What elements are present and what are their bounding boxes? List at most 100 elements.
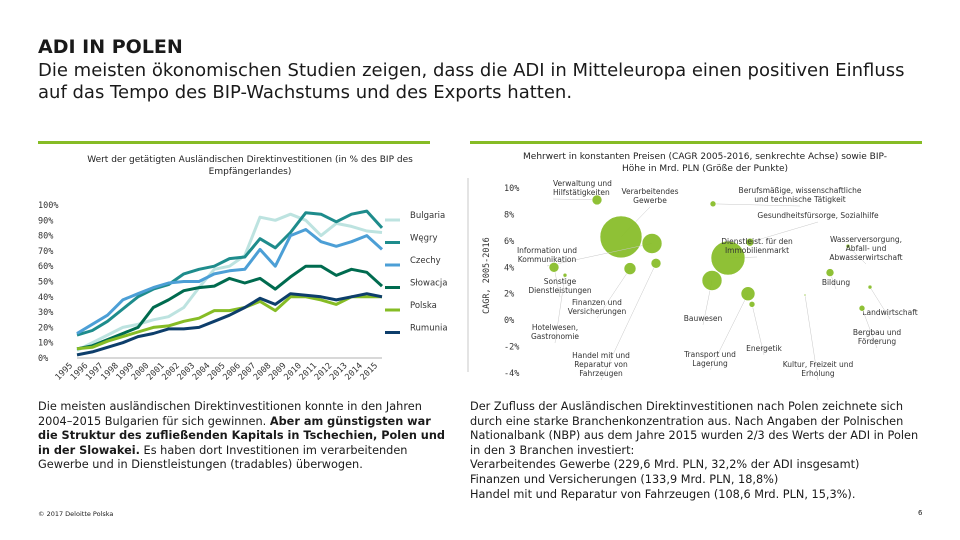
- bubble-gesundheitsfursorge-sozialhilfe: [745, 237, 755, 247]
- bubble-label-line: Reparatur von: [574, 360, 628, 369]
- leader-energetik: [751, 304, 765, 356]
- page-number: 6: [918, 509, 923, 517]
- leader-information-und-kommunikation: [546, 243, 653, 267]
- page-title: ADI IN POLEN: [38, 36, 183, 58]
- y-tick-label: 40%: [38, 293, 53, 303]
- series-line-slowacja: [76, 264, 384, 351]
- legend-label-slowacja: Słowacja: [410, 279, 447, 289]
- leader-handel-mit-und-reparatur-von-fahrzeugen: [600, 263, 657, 381]
- bubble-label-line: Bergbau und: [853, 328, 901, 337]
- bubble-label-bergbau-und-forderung: Bergbau und Förderung: [853, 328, 901, 346]
- right-paragraph-item-2: Finanzen und Versicherungen (133,9 Mrd. …: [470, 472, 779, 486]
- bubble-label-line: Handel mit und: [572, 351, 630, 360]
- separator-left: [38, 141, 430, 144]
- bubble-label-line: Förderung: [858, 337, 897, 346]
- bubble-label-line: Abfall- und: [846, 244, 887, 253]
- leader-gesundheitsfursorge-sozialhilfe: [749, 221, 819, 243]
- bubble-label-line: Bauwesen: [684, 314, 723, 323]
- y-tick-label: 10%: [504, 184, 519, 194]
- bubble-label-bildung: Bildung: [822, 278, 851, 287]
- bubble-label-line: Transport und: [683, 350, 736, 359]
- y-tick-label: 4%: [504, 263, 514, 273]
- y-tick-label: 8%: [504, 210, 514, 220]
- bubble-label-line: Gewerbe: [633, 196, 667, 205]
- bubble-label-line: Berufsmäßige, wissenschaftliche: [739, 186, 862, 195]
- bubble-label-hotelwesen-gastronomie: Hotelwesen, Gastronomie: [531, 323, 579, 341]
- bubble-label-finanzen-und-versicherungen: Finanzen und Versicherungen: [568, 298, 627, 316]
- bubble-bildung: [825, 268, 835, 277]
- bubble-label-line: Bildung: [822, 278, 851, 287]
- bubble-label-transport-und-lagerung: Transport und Lagerung: [683, 350, 736, 368]
- y-tick-label: 20%: [38, 323, 53, 333]
- y-tick-label: 100%: [38, 201, 58, 211]
- left-paragraph-bold: Aber am günstigsten war die Struktur des…: [38, 414, 445, 457]
- y-tick-label: 60%: [38, 262, 53, 272]
- legend-label-wegry: Węgry: [410, 234, 438, 244]
- leader-kultur-freizeit-und-erholung: [804, 294, 819, 381]
- series-line-czechy: [76, 228, 384, 335]
- bubble-label-dienstleist-fur-den-immobilienmarkt: Dienstleist. für den Immobilienmarkt: [721, 237, 793, 255]
- y-tick-label: 0%: [504, 316, 514, 326]
- bubble-label-line: Abwasserwirtschaft: [829, 253, 902, 262]
- bubble-label-line: und technische Tätigkeit: [754, 195, 846, 204]
- page-subtitle: Die meisten ökonomischen Studien zeigen,…: [38, 60, 905, 103]
- bubble-verwaltung-und-hilfstatigkeiten: [591, 194, 603, 206]
- bubble-label-line: Lagerung: [692, 359, 728, 368]
- right-paragraph-item-3: Handel mit und Reparatur von Fahrzeugen …: [470, 487, 856, 501]
- bubble-label-line: Verarbeitendes: [622, 187, 679, 196]
- bubble-berufsma-ige-wissenschaftliche-und-technische-tatigkeit: [709, 200, 717, 208]
- left-chart-title: Wert der getätigten Ausländischen Direkt…: [87, 155, 413, 177]
- bubble-label-wasserversorgung-abfall-und-abwasserwirtschaft: Wasserversorgung, Abfall- und Abwasserwirt…: [829, 235, 902, 262]
- y-tick-label: 2%: [504, 290, 514, 300]
- legend-label-rumunia: Rumunia: [410, 324, 448, 334]
- bubble-label-energetik: Energetik: [746, 344, 782, 353]
- bubble-label-verarbeitendes-gewerbe: Verarbeitendes Gewerbe: [622, 187, 679, 205]
- y-tick-label: 6%: [504, 237, 514, 247]
- bubble-label-line: Kommunikation: [518, 255, 577, 264]
- copyright: © 2017 Deloitte Polska: [38, 510, 114, 518]
- bubble-bergbau-und-forderung: [858, 304, 866, 312]
- bubble-bauwesen: [701, 270, 723, 291]
- bubble-label-information-und-kommunikation: Information und Kommunikation: [517, 246, 577, 264]
- bubble-label-line: Gastronomie: [531, 332, 579, 341]
- bubble-verarbeitendes-gewerbe: [599, 215, 643, 259]
- y-tick-label: 30%: [38, 308, 53, 318]
- bubble-dienstleist-fur-den-immobilienmarkt: [710, 240, 746, 276]
- series-line-rumunia: [76, 292, 383, 357]
- leader-hotelwesen-gastronomie: [554, 275, 566, 344]
- leader-wasserversorgung-abfall-und-abwasserwirtschaft: [847, 245, 867, 265]
- leader-bergbau-und-forderung: [861, 308, 878, 349]
- fdi-line-chart: 0%10%20%30%40%50%60%70%80%90%100%1995199…: [38, 178, 469, 383]
- bubble-wasserversorgung-abfall-und-abwasserwirtschaft: [845, 243, 851, 249]
- bubble-label-line: Hotelwesen,: [532, 323, 578, 332]
- y-tick-label: 70%: [38, 247, 53, 257]
- bubble-label-berufsma-ige-wissenschaftliche-und-technische-tatigkeit: Berufsmäßige, wissenschaftliche und techn…: [739, 186, 862, 204]
- bubble-label-line: Erholung: [801, 369, 835, 378]
- series-line-bulgaria: [76, 212, 383, 352]
- legend-label-bulgaria: Bulgaria: [410, 211, 445, 221]
- legend-label-polska: Polska: [410, 301, 437, 311]
- bubble-transport-und-lagerung: [740, 286, 756, 302]
- y-tick-label: 90%: [38, 216, 53, 226]
- bubble-handel-mit-und-reparatur-von-fahrzeugen: [650, 258, 662, 269]
- bubble-label-sonstige-dienstleistungen: Sonstige Dienstleistungen: [528, 277, 592, 295]
- left-paragraph-text: Die meisten ausländischen Direktinvestit…: [38, 400, 422, 428]
- bubble-kultur-freizeit-und-erholung: [803, 293, 807, 297]
- bubble-finanzen-und-versicherungen: [623, 262, 637, 275]
- right-paragraph: Der Zufluss der Ausländischen Direktinve…: [470, 400, 920, 502]
- bubble-label-line: Hilfstätigkeiten: [553, 188, 610, 197]
- bubble-label-line: Sonstige: [544, 277, 577, 286]
- left-paragraph: Die meisten ausländischen Direktinvestit…: [38, 400, 448, 473]
- bubble-label-kultur-freizeit-und-erholung: Kultur, Freizeit und Erholung: [783, 360, 854, 378]
- bubble-label-line: Immobilienmarkt: [725, 246, 789, 255]
- y-tick-label: -2%: [504, 343, 519, 353]
- bubble-information-und-kommunikation: [641, 233, 663, 254]
- y-tick-label: 50%: [38, 278, 53, 288]
- bubble-landwirtschaft: [867, 284, 873, 290]
- x-tick-label: 2015: [359, 361, 381, 383]
- bubble-label-line: Dienstleist. für den: [721, 237, 793, 246]
- leader-finanzen-und-versicherungen: [596, 268, 631, 319]
- bubble-label-bauwesen: Bauwesen: [684, 314, 723, 323]
- y-tick-label: -4%: [504, 369, 519, 379]
